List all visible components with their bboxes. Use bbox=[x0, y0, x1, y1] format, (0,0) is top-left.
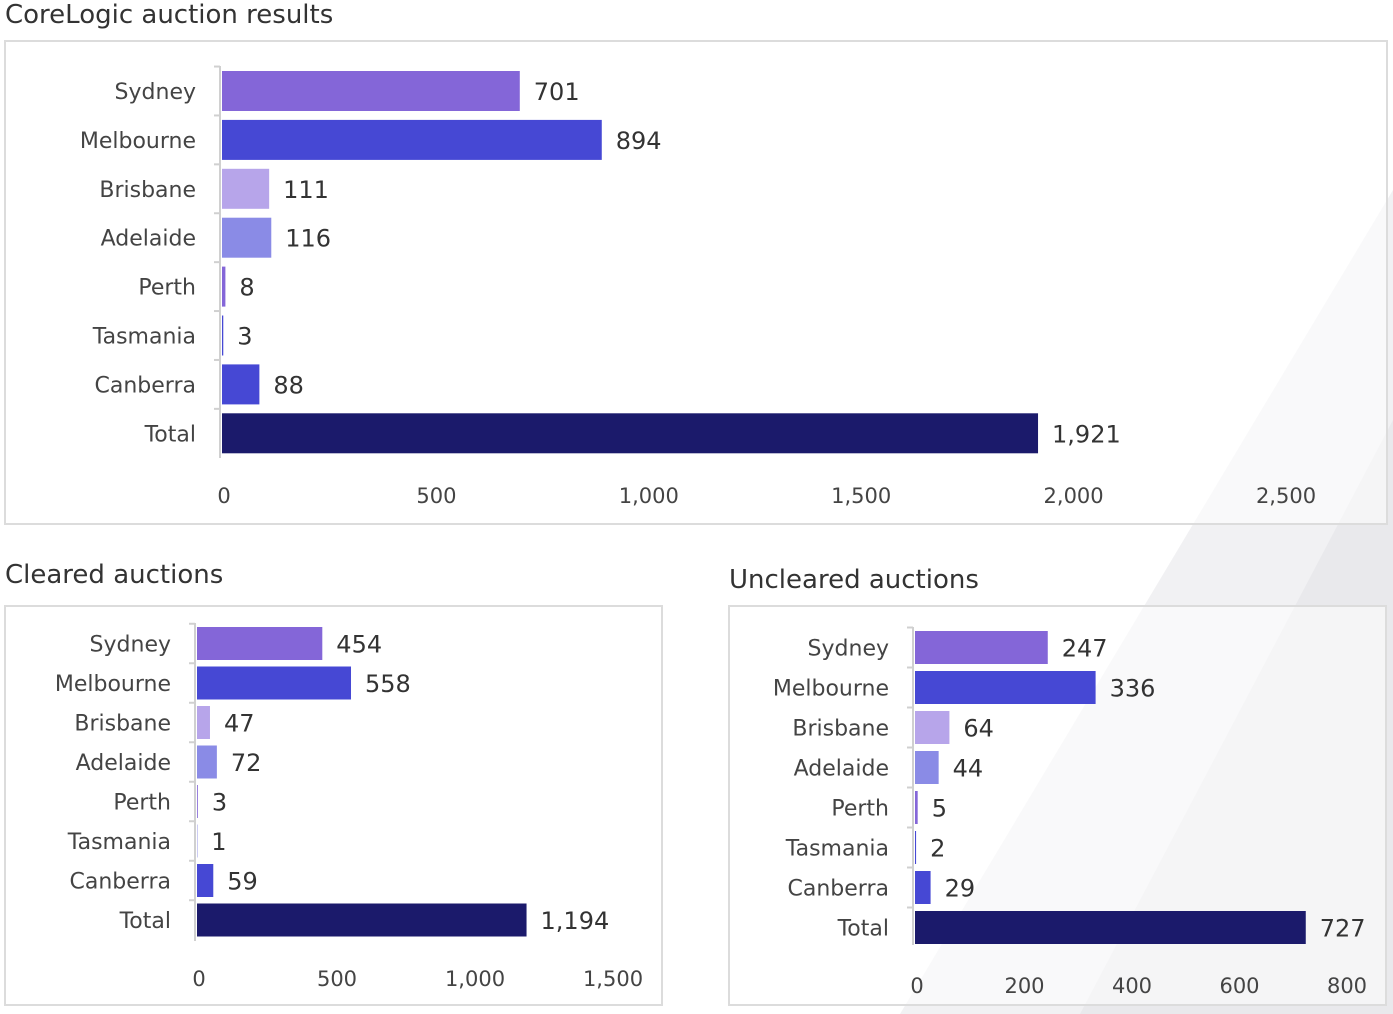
bar-melbourne bbox=[915, 671, 1096, 704]
category-label: Adelaide bbox=[101, 227, 196, 252]
bar-brisbane bbox=[222, 168, 270, 209]
category-label: Total bbox=[837, 917, 889, 942]
data-label: 727 bbox=[1320, 915, 1366, 943]
category-label: Sydney bbox=[90, 633, 171, 658]
x-tick-label: 600 bbox=[1219, 974, 1259, 998]
category-label: Brisbane bbox=[792, 717, 889, 742]
bar-perth bbox=[222, 266, 226, 307]
bar-brisbane bbox=[915, 711, 950, 744]
chart-panel-main: Sydney 701 Melbourne 894 Brisbane 111 Adelaide… bbox=[4, 40, 1388, 525]
bar-sydney bbox=[222, 71, 520, 111]
data-label: 454 bbox=[336, 631, 382, 659]
data-label: 701 bbox=[534, 78, 580, 106]
x-tick-label: 1,000 bbox=[445, 967, 505, 991]
bar-chart-main: Sydney 701 Melbourne 894 Brisbane 111 Adelaide… bbox=[80, 65, 1316, 508]
data-label: 116 bbox=[285, 225, 331, 253]
data-label: 72 bbox=[231, 749, 262, 777]
x-tick-label: 1,000 bbox=[619, 484, 679, 508]
bar-canberra bbox=[915, 871, 931, 904]
bar-perth bbox=[197, 785, 198, 818]
category-label: Brisbane bbox=[74, 712, 171, 737]
bar-perth bbox=[915, 791, 918, 824]
bar-canberra bbox=[197, 864, 214, 897]
chart-title-main: CoreLogic auction results bbox=[5, 0, 334, 30]
x-tick-label: 800 bbox=[1327, 974, 1367, 998]
data-label: 8 bbox=[239, 274, 254, 302]
data-label: 29 bbox=[945, 875, 976, 903]
category-label: Adelaide bbox=[76, 751, 171, 776]
x-tick-label: 0 bbox=[192, 967, 205, 991]
data-label: 1,921 bbox=[1052, 420, 1121, 448]
x-tick-label: 0 bbox=[910, 974, 923, 998]
category-label: Brisbane bbox=[99, 178, 196, 203]
x-tick-label: 0 bbox=[217, 484, 230, 508]
x-tick-label: 1,500 bbox=[583, 967, 643, 991]
category-label: Canberra bbox=[95, 373, 196, 398]
bar-brisbane bbox=[197, 706, 210, 739]
category-label: Perth bbox=[138, 276, 196, 301]
category-label: Total bbox=[119, 909, 171, 934]
data-label: 558 bbox=[365, 670, 411, 698]
bar-adelaide bbox=[222, 217, 272, 258]
data-label: 44 bbox=[953, 755, 984, 783]
data-label: 3 bbox=[212, 789, 227, 817]
data-label: 336 bbox=[1110, 675, 1156, 703]
bar-total bbox=[222, 413, 1039, 454]
category-label: Canberra bbox=[788, 877, 889, 902]
x-tick-label: 500 bbox=[416, 484, 456, 508]
bar-chart-uncleared: Sydney 247 Melbourne 336 Brisbane 64 Adelaide 4… bbox=[773, 626, 1367, 998]
category-label: Canberra bbox=[70, 870, 171, 895]
data-label: 64 bbox=[963, 715, 994, 743]
category-label: Perth bbox=[831, 797, 889, 822]
category-label: Sydney bbox=[808, 637, 889, 662]
category-label: Tasmania bbox=[67, 830, 171, 855]
bar-adelaide bbox=[915, 751, 939, 784]
bar-melbourne bbox=[222, 119, 602, 160]
x-tick-label: 1,500 bbox=[831, 484, 891, 508]
data-label: 88 bbox=[273, 371, 304, 399]
data-label: 59 bbox=[227, 868, 258, 896]
data-label: 111 bbox=[283, 176, 329, 204]
chart-panel-uncleared: Sydney 247 Melbourne 336 Brisbane 64 Adelaide 4… bbox=[728, 605, 1387, 1006]
x-tick-label: 2,000 bbox=[1044, 484, 1104, 508]
data-label: 5 bbox=[932, 795, 947, 823]
bar-chart-cleared: Sydney 454 Melbourne 558 Brisbane 47 Adelaide 7… bbox=[55, 622, 643, 991]
bar-total bbox=[915, 911, 1306, 944]
x-tick-label: 2,500 bbox=[1256, 484, 1316, 508]
x-tick-label: 500 bbox=[317, 967, 357, 991]
category-label: Tasmania bbox=[785, 837, 889, 862]
data-label: 2 bbox=[930, 835, 945, 863]
data-label: 894 bbox=[616, 127, 662, 155]
data-label: 1,194 bbox=[541, 907, 610, 935]
category-label: Adelaide bbox=[794, 757, 889, 782]
category-label: Sydney bbox=[115, 80, 196, 105]
bar-sydney bbox=[915, 631, 1048, 664]
chart-panel-cleared: Sydney 454 Melbourne 558 Brisbane 47 Adelaide 7… bbox=[4, 605, 663, 1006]
category-label: Perth bbox=[113, 791, 171, 816]
bar-tasmania bbox=[222, 315, 224, 356]
data-label: 47 bbox=[224, 710, 255, 738]
data-label: 3 bbox=[237, 323, 252, 351]
category-label: Total bbox=[144, 422, 196, 447]
bar-total bbox=[197, 903, 527, 937]
category-label: Melbourne bbox=[80, 129, 196, 154]
x-tick-label: 400 bbox=[1112, 974, 1152, 998]
x-tick-label: 200 bbox=[1004, 974, 1044, 998]
bar-adelaide bbox=[197, 745, 217, 779]
data-label: 247 bbox=[1062, 635, 1108, 663]
chart-title-uncleared: Uncleared auctions bbox=[729, 565, 979, 595]
bar-tasmania bbox=[915, 831, 917, 864]
bar-melbourne bbox=[197, 666, 352, 700]
category-label: Tasmania bbox=[92, 325, 196, 350]
category-label: Melbourne bbox=[55, 672, 171, 697]
category-label: Melbourne bbox=[773, 677, 889, 702]
bar-canberra bbox=[222, 364, 260, 405]
bar-sydney bbox=[197, 627, 323, 660]
data-label: 1 bbox=[211, 828, 226, 856]
chart-title-cleared: Cleared auctions bbox=[5, 560, 224, 590]
